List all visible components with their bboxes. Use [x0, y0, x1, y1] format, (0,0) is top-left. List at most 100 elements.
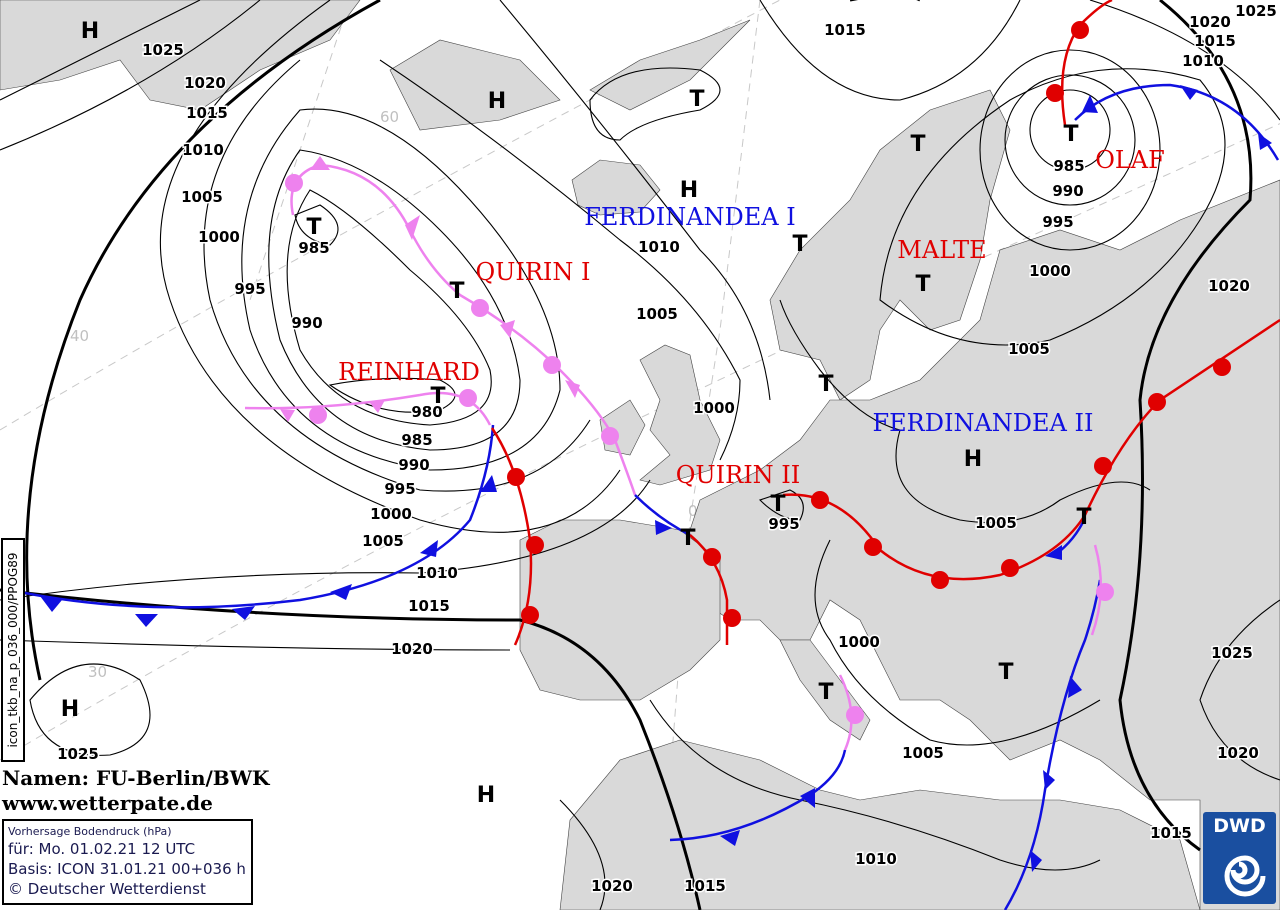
isobar-label: 1005	[636, 305, 678, 323]
iberia	[519, 519, 721, 701]
warm-front-quirin-1	[689, 534, 729, 645]
forecast-info-box: Vorhersage Bodendruck (hPa) für: Mo. 01.…	[2, 819, 253, 905]
name-ferdinandea-2: FERDINANDEA II	[873, 409, 1094, 437]
isobar-label: 1005	[902, 744, 944, 762]
low-marker: T	[915, 272, 930, 297]
isobar-label: 995	[234, 280, 265, 298]
isobar-label: 1000	[693, 399, 735, 417]
info-basis: Basis: ICON 31.01.21 00+036 h	[8, 860, 246, 878]
great-britain	[639, 344, 721, 486]
name-quirin-2: QUIRIN II	[676, 461, 801, 489]
low-marker: T	[306, 215, 321, 240]
low-marker: T	[430, 384, 445, 409]
info-valid-time: für: Mo. 01.02.21 12 UTC	[8, 840, 196, 858]
cold-front-symbols	[40, 85, 1272, 872]
name-reinhard: REINHARD	[338, 358, 480, 386]
fronts	[19, 0, 1280, 910]
isobar-label: 1020	[391, 640, 433, 658]
isobar-label: 995	[1042, 213, 1073, 231]
dwd-logo-text: DWD	[1213, 815, 1266, 837]
isobar-label: 1020	[184, 74, 226, 92]
pressure-centers: H H T H T T T T T T T T H T T T T T H H	[61, 19, 1092, 808]
isobar-label: 1015	[1194, 32, 1236, 50]
system-names: OLAF MALTE FERDINANDEA I QUIRIN I REINHA…	[338, 146, 1165, 489]
isobar-label: 1010	[416, 564, 458, 582]
high-marker: H	[61, 697, 79, 722]
low-marker: T	[449, 279, 464, 304]
credits-url[interactable]: www.wetterpate.de	[2, 791, 213, 815]
grid-label: 0	[688, 502, 698, 520]
name-olaf: OLAF	[1095, 146, 1165, 174]
isobar-label: 1005	[362, 532, 404, 550]
isobar-label: 1015	[408, 597, 450, 615]
cold-front-reinhard	[19, 424, 495, 609]
isobar-label: 990	[291, 314, 322, 332]
low-marker: T	[910, 132, 925, 157]
name-ferdinandea-1: FERDINANDEA I	[584, 203, 796, 231]
isobar-label: 1000	[838, 633, 880, 651]
low-marker: T	[1063, 122, 1078, 147]
isobar-labels: 1025 1020 1015 1010 1005 1000 995 990 98…	[56, 1, 1279, 897]
isobar-label: 1025	[1235, 2, 1277, 20]
grid-label: 40	[70, 327, 89, 345]
grid-label: 30	[88, 663, 107, 681]
cold-front-olaf	[1074, 83, 1280, 161]
name-malte: MALTE	[897, 236, 986, 264]
isobar-label: 1005	[1008, 340, 1050, 358]
occlusion-reinhard	[244, 391, 492, 426]
isobar-label: 1015	[824, 21, 866, 39]
isobar-label: 1005	[975, 514, 1017, 532]
isobar-label: 1000	[1029, 262, 1071, 280]
warm-front-quirin-2	[782, 493, 1087, 581]
isobar-label: 985	[401, 431, 432, 449]
isobar-label: 1010	[1182, 52, 1224, 70]
isobar-label: 1025	[1211, 644, 1253, 662]
product-code-label: icon_tkb_na_p_036_000/PPOG89	[1, 538, 25, 762]
isobar-label: 985	[298, 239, 329, 257]
isobar-label: 1000	[370, 505, 412, 523]
isobar-label: 1015	[1150, 824, 1192, 842]
swirl-icon	[1224, 855, 1266, 897]
isobar-label: 985	[1053, 157, 1084, 175]
cold-front-med	[669, 749, 847, 842]
isobar-label: 995	[768, 515, 799, 533]
north-africa	[559, 739, 1201, 910]
low-marker: T	[998, 660, 1013, 685]
occlusion-symbols	[280, 156, 1114, 724]
svalbard-arctic	[389, 39, 561, 131]
isobar-label: 1020	[1189, 13, 1231, 31]
isobar-label: 1025	[142, 41, 184, 59]
dwd-logo: DWD	[1203, 812, 1276, 904]
isobar-label: 980	[411, 403, 442, 421]
isobar-label: 1020	[591, 877, 633, 895]
product-code: icon_tkb_na_p_036_000/PPOG89	[6, 552, 20, 748]
low-marker: T	[689, 87, 704, 112]
low-marker: T	[818, 372, 833, 397]
isobar-label: 990	[398, 456, 429, 474]
high-marker: H	[680, 178, 698, 203]
scandinavia	[769, 89, 1011, 401]
low-marker: T	[680, 526, 695, 551]
isobar-label: 1020	[1208, 277, 1250, 295]
cold-front-east	[1003, 579, 1102, 910]
grid-label: 60	[380, 108, 399, 126]
name-quirin-1: QUIRIN I	[475, 258, 590, 286]
cold-front-quirin-1	[634, 494, 691, 537]
credits: Namen: FU-Berlin/BWK www.wetterpate.de	[2, 766, 270, 816]
low-marker: T	[770, 492, 785, 517]
isobar-label: 990	[1052, 182, 1083, 200]
low-marker: T	[818, 680, 833, 705]
info-copyright: © Deutscher Wetterdienst	[8, 880, 206, 898]
isobar-label: 1000	[198, 228, 240, 246]
isobar-label: 1015	[684, 877, 726, 895]
isobar-label: 1010	[638, 238, 680, 256]
high-marker: H	[964, 447, 982, 472]
iceland	[571, 159, 661, 216]
isobar-label: 1010	[182, 141, 224, 159]
high-marker: H	[488, 89, 506, 114]
warm-front-symbols	[507, 21, 1231, 627]
isobar-label: 1015	[186, 104, 228, 122]
info-title: Vorhersage Bodendruck (hPa)	[8, 825, 172, 838]
isobar-label: 1010	[855, 850, 897, 868]
